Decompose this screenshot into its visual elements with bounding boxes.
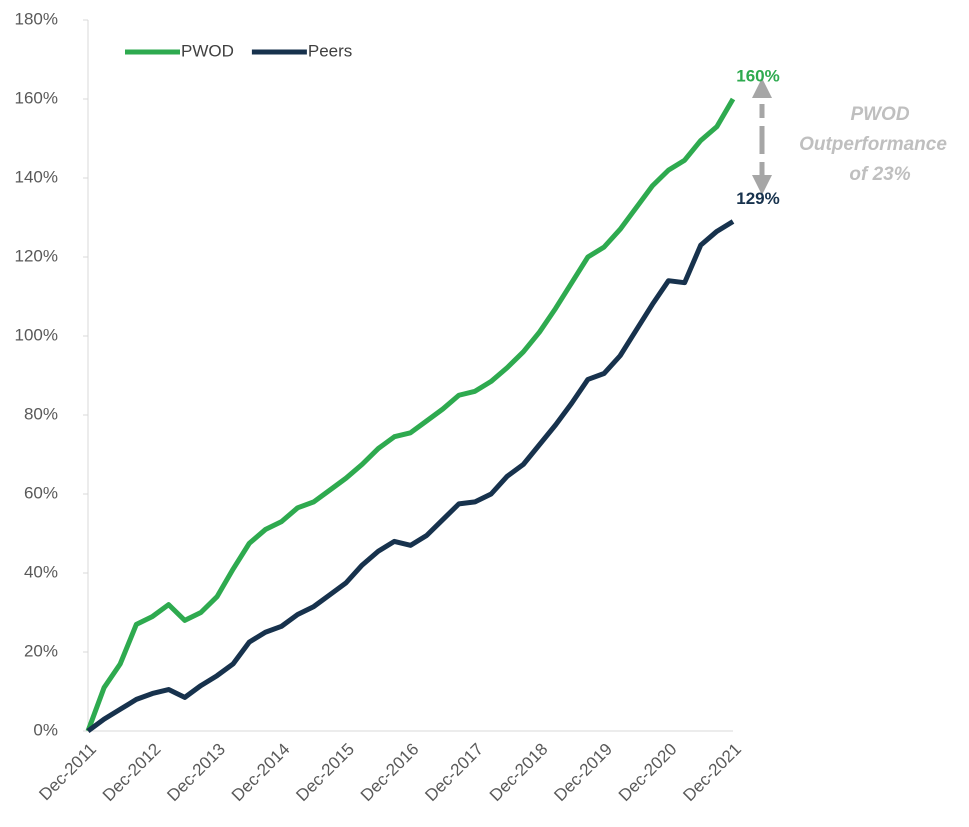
y-tick-label: 140% — [15, 167, 58, 186]
y-tick-label: 120% — [15, 246, 58, 265]
y-tick-label: 0% — [33, 720, 58, 739]
end-label: 129% — [736, 189, 779, 208]
x-tick-label: Dec-2015 — [292, 740, 358, 806]
x-tick-label: Dec-2017 — [421, 740, 487, 806]
legend-label: PWOD — [181, 41, 234, 60]
x-tick-label: Dec-2011 — [35, 740, 100, 805]
y-tick-label: 160% — [15, 88, 58, 107]
annotation: Outperformance — [799, 134, 947, 155]
x-tick-label: Dec-2014 — [228, 740, 294, 806]
x-tick-label: Dec-2012 — [99, 740, 165, 806]
y-tick-label: 100% — [15, 325, 58, 344]
y-tick-label: 80% — [24, 404, 58, 423]
y-tick-label: 40% — [24, 562, 58, 581]
y-tick-label: 60% — [24, 483, 58, 502]
annotation: of 23% — [849, 164, 910, 185]
series-line — [86, 219, 735, 734]
x-tick-label: Dec-2013 — [163, 740, 229, 806]
y-tick-label: 180% — [15, 9, 58, 28]
x-tick-label: Dec-2016 — [357, 740, 423, 806]
legend-label: Peers — [308, 41, 352, 60]
x-tick-label: Dec-2018 — [486, 740, 552, 806]
x-tick-label: Dec-2020 — [615, 740, 681, 806]
y-tick-label: 20% — [24, 641, 58, 660]
annotation: PWOD — [850, 104, 909, 125]
x-tick-label: Dec-2019 — [550, 740, 616, 806]
end-label: 160% — [736, 66, 779, 85]
x-tick-label: Dec-2021 — [679, 740, 745, 806]
series-line — [85, 97, 736, 732]
